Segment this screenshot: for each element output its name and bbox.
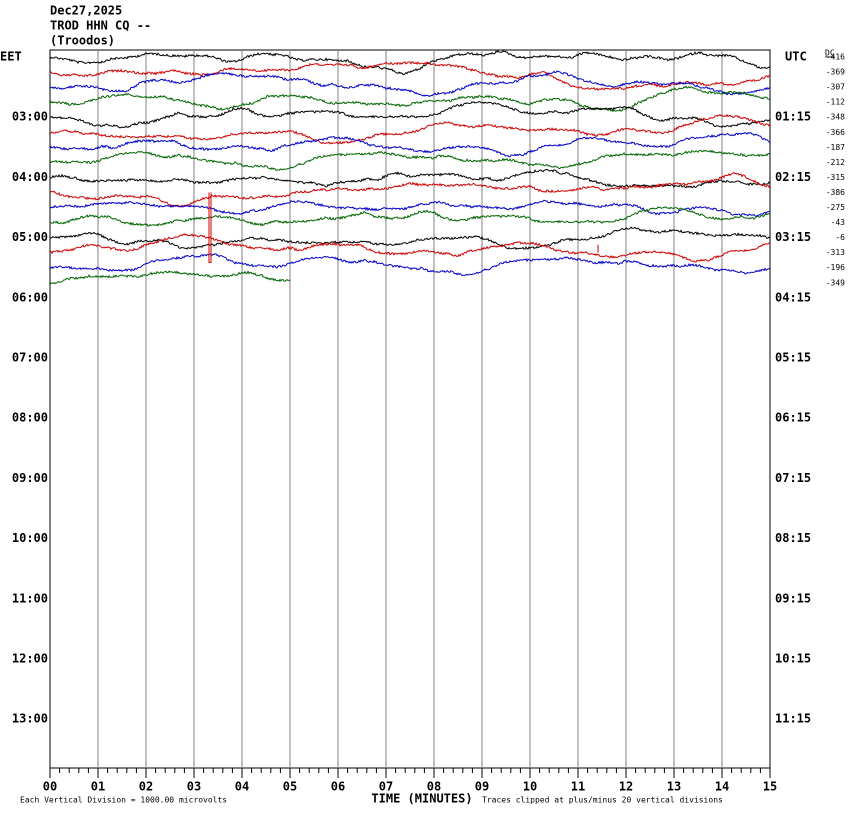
left-hour-label: 03:00 xyxy=(12,110,48,124)
right-hour-label: 04:15 xyxy=(775,290,811,304)
dc-offset: -416 xyxy=(826,53,845,62)
x-tick-label: 15 xyxy=(763,780,777,794)
left-hour-label: 07:00 xyxy=(12,351,48,365)
dc-offset: -366 xyxy=(826,128,845,137)
dc-offset: -386 xyxy=(826,188,845,197)
trace xyxy=(49,168,771,189)
location: (Troodos) xyxy=(50,34,115,48)
x-tick-label: 06 xyxy=(331,780,345,794)
trace xyxy=(49,226,771,250)
dc-offset: -43 xyxy=(831,218,846,227)
left-hour-label: 08:00 xyxy=(12,411,48,425)
trace xyxy=(49,149,771,171)
x-tick-label: 07 xyxy=(379,780,393,794)
dc-offset: -6 xyxy=(835,233,845,242)
dc-offset: -315 xyxy=(826,173,845,182)
left-hour-label: 04:00 xyxy=(12,170,48,184)
trace xyxy=(49,113,771,145)
spike xyxy=(208,192,212,263)
x-tick-label: 04 xyxy=(235,780,249,794)
x-axis-title: TIME (MINUTES) xyxy=(371,792,472,806)
left-axis-title: EET xyxy=(0,50,22,64)
left-hour-label: 05:00 xyxy=(12,230,48,244)
trace xyxy=(49,270,291,285)
trace xyxy=(49,70,771,97)
dc-offset: -369 xyxy=(826,68,845,77)
station: TROD HHN CQ -- xyxy=(50,19,151,33)
right-axis-title: UTC xyxy=(785,50,807,64)
right-hour-label: 05:15 xyxy=(775,351,811,365)
dc-offset: -313 xyxy=(826,248,845,257)
dc-offset: -275 xyxy=(826,203,845,212)
trace xyxy=(49,85,771,113)
left-hour-label: 10:00 xyxy=(12,531,48,545)
trace xyxy=(49,253,771,277)
clip-note: Traces clipped at plus/minus 20 vertical… xyxy=(482,796,723,805)
trace xyxy=(49,233,771,263)
right-hour-label: 02:15 xyxy=(775,170,811,184)
dc-offset: -307 xyxy=(826,83,845,92)
plot-frame xyxy=(49,49,771,769)
right-hour-label: 11:15 xyxy=(775,712,811,726)
x-tick-label: 11 xyxy=(571,780,585,794)
x-tick-label: 14 xyxy=(715,780,729,794)
left-hour-label: 09:00 xyxy=(12,471,48,485)
x-tick-label: 00 xyxy=(43,780,57,794)
x-tick-label: 12 xyxy=(619,780,633,794)
x-tick-label: 01 xyxy=(91,780,105,794)
left-hour-label: 12:00 xyxy=(12,652,48,666)
x-tick-label: 13 xyxy=(667,780,681,794)
dc-title: DC xyxy=(825,49,835,58)
right-hour-label: 06:15 xyxy=(775,411,811,425)
date: Dec27,2025 xyxy=(50,4,122,18)
left-hour-label: 13:00 xyxy=(12,712,48,726)
right-hour-label: 01:15 xyxy=(775,110,811,124)
trace xyxy=(49,131,771,158)
x-tick-label: 10 xyxy=(523,780,537,794)
x-tick-label: 03 xyxy=(187,780,201,794)
dc-offset: -196 xyxy=(826,263,845,272)
trace xyxy=(49,50,771,76)
dc-offset: -349 xyxy=(826,278,845,287)
left-hour-label: 06:00 xyxy=(12,290,48,304)
dc-offset: -112 xyxy=(826,98,845,107)
dc-offset: -348 xyxy=(826,113,845,122)
right-hour-label: 03:15 xyxy=(775,230,811,244)
right-hour-label: 10:15 xyxy=(775,652,811,666)
right-hour-label: 09:15 xyxy=(775,591,811,605)
x-tick-label: 09 xyxy=(475,780,489,794)
right-hour-label: 08:15 xyxy=(775,531,811,545)
trace xyxy=(49,199,771,217)
right-hour-label: 07:15 xyxy=(775,471,811,485)
dc-offset: -187 xyxy=(826,143,845,152)
trace xyxy=(49,172,771,208)
left-hour-label: 11:00 xyxy=(12,591,48,605)
scale-note: Each Vertical Division = 1000.00 microvo… xyxy=(20,796,227,805)
x-tick-label: 02 xyxy=(139,780,153,794)
trace xyxy=(49,206,771,227)
trace xyxy=(49,101,771,129)
x-tick-label: 08 xyxy=(427,780,441,794)
dc-offset: -212 xyxy=(826,158,845,167)
x-tick-label: 05 xyxy=(283,780,297,794)
